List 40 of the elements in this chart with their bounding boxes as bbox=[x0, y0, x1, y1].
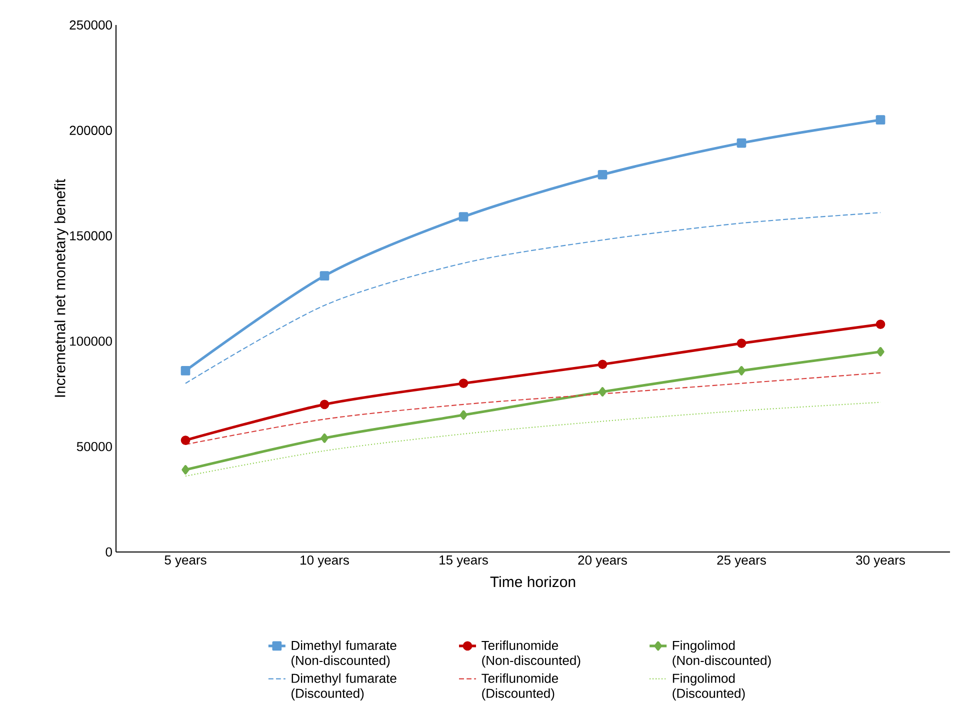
y-tick-label: 250000 bbox=[70, 20, 112, 30]
y-tick-label: 0 bbox=[106, 547, 112, 557]
y-tick-label: 200000 bbox=[70, 126, 112, 135]
point bbox=[736, 138, 746, 148]
point bbox=[320, 271, 330, 281]
legend-label: Dimethyl fumarate (Discounted) bbox=[292, 673, 396, 700]
point bbox=[180, 436, 190, 445]
legend-label: Dimethyl fumarate (Non-discounted) bbox=[292, 640, 396, 668]
point bbox=[320, 400, 330, 410]
y-tick-label: 150000 bbox=[70, 231, 112, 240]
x-tick-label: 10 years bbox=[300, 556, 349, 568]
x-tick-label: 25 years bbox=[717, 556, 766, 568]
point bbox=[876, 320, 886, 330]
point bbox=[460, 410, 468, 420]
point bbox=[320, 433, 328, 443]
legend-label: Teriflunomide (Discounted) bbox=[482, 673, 558, 700]
line-series bbox=[184, 402, 882, 477]
point bbox=[736, 338, 746, 348]
point bbox=[458, 212, 468, 222]
legend-label: Fingolimod (Discounted) bbox=[672, 673, 745, 700]
x-tick-label: 30 years bbox=[856, 556, 905, 568]
point bbox=[876, 115, 886, 125]
y-tick-label: 50000 bbox=[76, 442, 112, 452]
line-series bbox=[184, 212, 882, 384]
point bbox=[182, 465, 190, 474]
legend-label: Teriflunomide (Non-discounted) bbox=[482, 640, 580, 668]
legend-label: Fingolimod (Non-discounted) bbox=[672, 640, 771, 668]
y-tick-label: 100000 bbox=[70, 336, 112, 346]
y-axis-title: Incremetnal net monetary benefit bbox=[54, 178, 68, 397]
point bbox=[458, 378, 468, 388]
point bbox=[598, 387, 606, 396]
x-tick-label: 5 years bbox=[164, 556, 206, 568]
point bbox=[598, 360, 608, 370]
point bbox=[180, 366, 190, 376]
point bbox=[738, 366, 746, 376]
point bbox=[876, 347, 884, 356]
point bbox=[598, 170, 608, 180]
x-tick-label: 20 years bbox=[578, 556, 627, 568]
x-tick-label: 15 years bbox=[440, 556, 488, 568]
x-axis-title: Time horizon bbox=[490, 576, 576, 588]
